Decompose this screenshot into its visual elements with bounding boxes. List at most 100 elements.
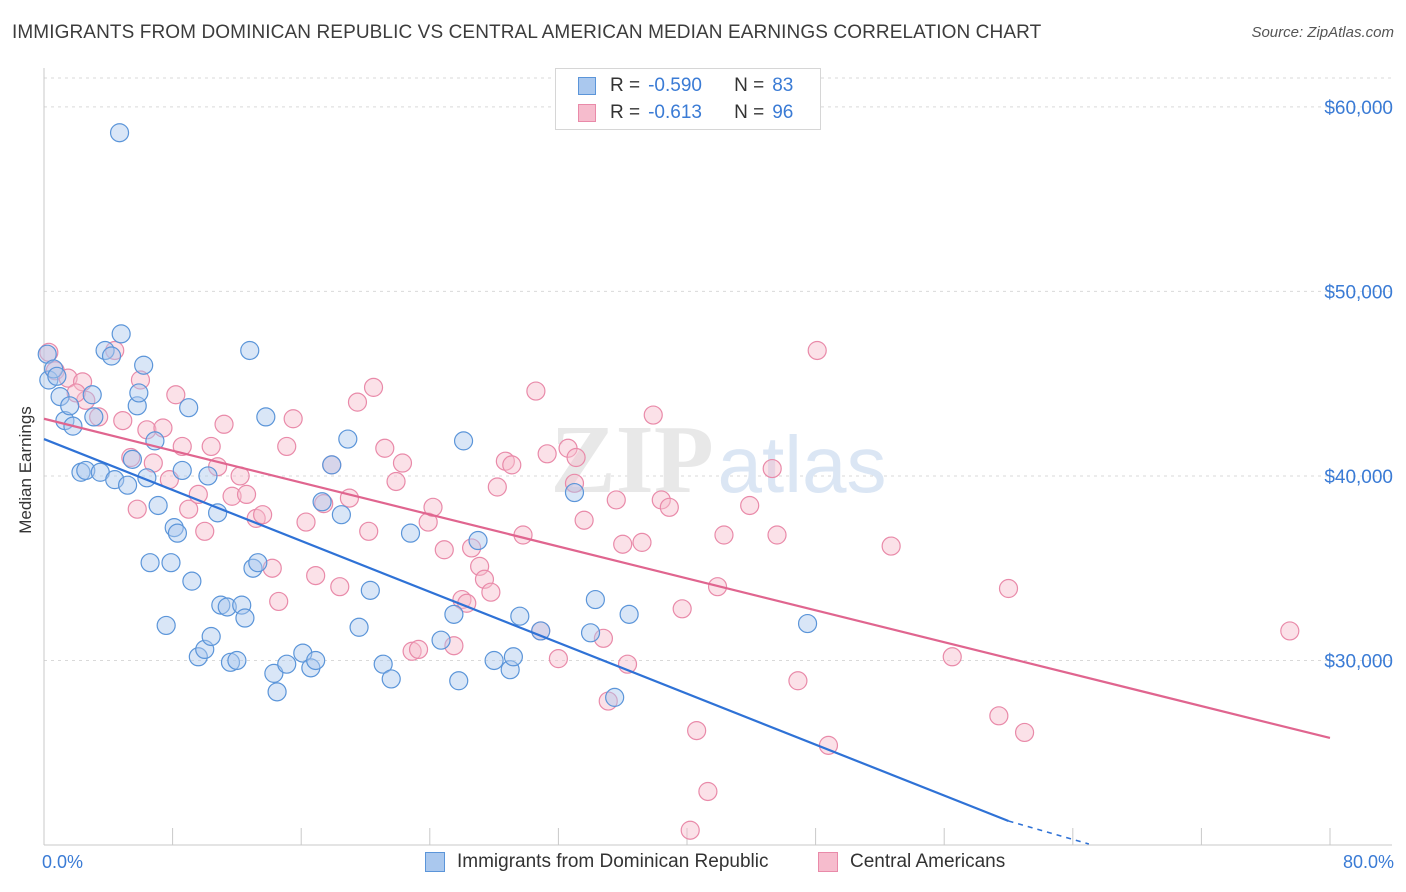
data-point-central-americans [296, 512, 316, 532]
axes [43, 68, 1392, 846]
data-point-central-americans [574, 510, 594, 530]
data-point-central-americans [253, 505, 273, 525]
legend-r-label: R = [610, 102, 641, 123]
data-point-dominican-republic [240, 340, 260, 361]
watermark: ZIP atlas [550, 406, 886, 514]
y-tick-labels: $30,000 $40,000 $50,000 $60,000 [1324, 98, 1393, 673]
data-point-central-americans [548, 649, 569, 669]
data-point-central-americans [105, 340, 125, 361]
data-point-central-americans [330, 577, 350, 597]
data-point-dominican-republic [503, 647, 523, 667]
data-point-central-americans [613, 534, 633, 554]
data-point-dominican-republic [211, 595, 231, 615]
data-point-dominican-republic [580, 623, 601, 643]
data-point-central-americans [214, 414, 234, 434]
data-point-dominican-republic [444, 604, 464, 624]
data-point-central-americans [659, 497, 679, 517]
data-point-dominican-republic [82, 385, 102, 405]
data-point-dominican-republic [248, 553, 268, 573]
data-point-central-americans [137, 420, 157, 440]
data-point-dominican-republic [531, 621, 551, 641]
legend-r-value: -0.613 [648, 102, 702, 123]
source-label: Source: ZipAtlas.com [1251, 24, 1394, 41]
data-point-central-americans [269, 591, 289, 612]
data-point-dominican-republic [227, 650, 247, 671]
data-point-dominican-republic [140, 553, 160, 573]
data-point-central-americans [495, 451, 515, 471]
data-point-dominican-republic [188, 647, 208, 667]
data-point-central-americans [651, 490, 671, 510]
data-point-dominican-republic [484, 650, 504, 671]
y-tick-label: $40,000 [1324, 467, 1393, 488]
legend-n-value: 83 [772, 75, 794, 96]
watermark-zip: ZIP [550, 406, 713, 514]
data-point-dominican-republic [60, 396, 80, 416]
data-point-dominican-republic [148, 495, 168, 516]
data-point-central-americans [408, 639, 429, 660]
data-point-dominican-republic [220, 652, 241, 672]
data-point-dominican-republic [431, 630, 451, 650]
bottom-legend-label: Immigrants from Dominican Republic [457, 851, 769, 872]
data-point-central-americans [195, 521, 215, 541]
data-point-central-americans [740, 495, 760, 516]
data-point-central-americans [687, 720, 707, 741]
data-point-dominican-republic [585, 589, 605, 610]
trend-line-dominican-republic-extension [1008, 820, 1090, 845]
data-point-dominican-republic [111, 324, 131, 344]
data-point-dominican-republic [161, 553, 181, 573]
bottom-legend-swatch-pink [818, 852, 838, 872]
data-point-dominican-republic [101, 346, 122, 366]
data-point-central-americans [277, 436, 297, 457]
y-tick-label: $30,000 [1324, 651, 1393, 672]
data-point-dominican-republic [84, 407, 104, 427]
data-point-dominican-republic [134, 355, 154, 375]
data-point-dominican-republic [349, 617, 369, 637]
data-point-central-americans [386, 471, 406, 492]
data-point-central-americans [127, 499, 147, 519]
data-point-central-americans [942, 647, 962, 667]
data-point-central-americans [807, 340, 827, 361]
bottom-legend-item-dominican: Immigrants from Dominican Republic [425, 851, 769, 873]
data-point-central-americans [566, 447, 586, 468]
trend-lines [43, 417, 1331, 845]
data-point-central-americans [461, 538, 482, 558]
data-point-dominican-republic [619, 604, 639, 624]
data-point-central-americans [306, 565, 326, 586]
data-point-dominican-republic [117, 475, 138, 495]
data-point-dominican-republic [122, 449, 143, 469]
data-point-central-americans [89, 407, 109, 427]
data-point-dominican-republic [312, 492, 332, 512]
data-point-central-americans [698, 781, 718, 802]
trend-line-dominican-republic [43, 438, 1009, 823]
data-point-dominican-republic [235, 608, 255, 628]
data-point-central-americans [881, 536, 901, 556]
data-point-dominican-republic [164, 518, 184, 538]
series-dominican-republic [37, 123, 818, 707]
data-point-dominican-republic [605, 687, 625, 707]
data-point-dominican-republic [331, 505, 351, 525]
data-point-central-americans [643, 405, 663, 425]
data-point-central-americans [672, 599, 692, 619]
data-point-dominican-republic [172, 460, 192, 481]
y-tick-label: $60,000 [1324, 98, 1393, 119]
data-point-central-americans [1014, 722, 1035, 743]
data-point-central-americans [339, 488, 360, 508]
legend: R = -0.590 N = 83 R = -0.613 N = 96 [555, 68, 821, 130]
data-point-dominican-republic [453, 431, 474, 451]
data-point-dominican-republic [322, 455, 342, 475]
y-tick-label: $50,000 [1324, 282, 1393, 303]
series-central-americans [39, 340, 1300, 840]
y-axis-label: Median Earnings [16, 406, 35, 534]
legend-n-label: N = [734, 102, 765, 123]
data-point-central-americans [606, 490, 626, 510]
data-point-central-americans [402, 641, 422, 661]
data-point-dominican-republic [182, 571, 202, 591]
data-point-dominican-republic [306, 650, 326, 671]
data-point-central-americans [283, 409, 303, 429]
data-point-dominican-republic [564, 482, 585, 503]
legend-swatch-blue [578, 77, 596, 95]
data-point-dominican-republic [76, 460, 96, 481]
x-tick-label-min: 0.0% [42, 852, 84, 872]
legend-n-value: 96 [772, 102, 794, 123]
